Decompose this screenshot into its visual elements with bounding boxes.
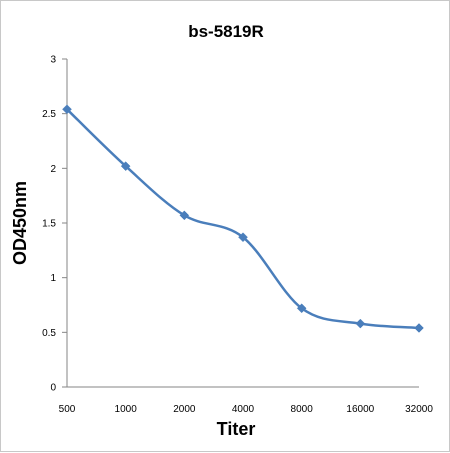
x-axis-title: Titer — [217, 419, 256, 439]
x-tick-label: 4000 — [232, 404, 255, 415]
x-tick-label: 8000 — [291, 404, 314, 415]
data-point — [414, 323, 424, 333]
y-tick-label: 2 — [50, 164, 56, 175]
y-tick-label: 1.5 — [42, 219, 56, 230]
x-tick-label: 16000 — [346, 404, 374, 415]
y-tick-label: 0.5 — [42, 328, 56, 339]
data-point — [120, 161, 131, 172]
data-point — [62, 104, 72, 115]
series-line — [66, 108, 420, 330]
x-tick-label: 1000 — [115, 404, 138, 415]
data-point — [296, 303, 307, 314]
y-axis-title: OD450nm — [10, 181, 30, 265]
data-point — [355, 318, 366, 329]
data-point — [238, 232, 248, 243]
chart-title: bs-5819R — [188, 22, 264, 41]
y-tick-label: 3 — [50, 55, 56, 66]
y-tick-label: 0 — [50, 383, 56, 394]
x-tick-label: 500 — [59, 404, 76, 415]
y-tick-label: 2.5 — [42, 109, 56, 120]
data-markers — [62, 104, 424, 333]
x-axis: 500 1000 2000 4000 8000 16000 32000 — [59, 386, 433, 415]
y-axis: 0 0.5 1 1.5 2 2.5 3 — [42, 55, 68, 394]
y-tick-label: 1 — [50, 273, 56, 284]
x-tick-label: 32000 — [405, 404, 433, 415]
x-tick-label: 2000 — [173, 404, 196, 415]
data-point — [179, 210, 190, 221]
